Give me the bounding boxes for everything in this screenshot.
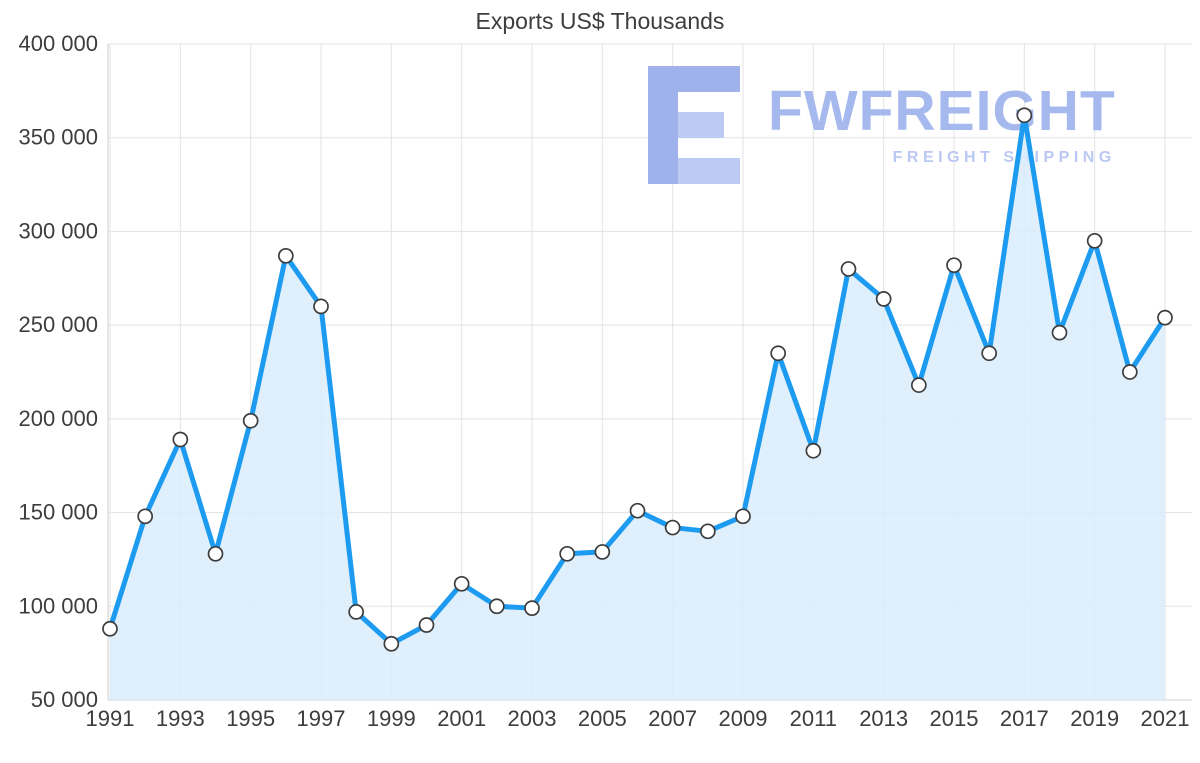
data-point-marker [207,545,224,562]
data-point-marker [1051,324,1068,341]
y-tick-label: 100 000 [18,593,98,618]
data-point-marker [699,523,716,540]
x-tick-label: 1995 [226,706,275,731]
x-tick-label: 1999 [367,706,416,731]
data-point-marker [348,604,365,620]
data-point-marker [981,345,998,362]
x-tick-label: 2005 [578,706,627,731]
data-point-marker [1016,107,1033,124]
x-tick-label: 2003 [508,706,557,731]
data-point-marker [1121,364,1138,380]
data-point-marker [805,442,822,459]
x-tick-label: 2021 [1141,706,1190,731]
watermark: FWFREIGHT FREIGHT SHIPPING [648,66,1116,184]
watermark-text: FWFREIGHT FREIGHT SHIPPING [768,83,1116,167]
y-tick-label: 150 000 [18,500,98,525]
data-point-marker [735,508,751,525]
x-tick-label: 1993 [156,706,205,731]
data-point-marker [875,291,892,307]
x-tick-label: 2001 [437,706,486,731]
data-point-marker [594,544,611,560]
data-point-marker [102,620,118,637]
y-tick-label: 250 000 [18,312,98,337]
data-point-marker [383,635,400,652]
data-point-marker [559,545,576,562]
y-tick-label: 300 000 [18,218,98,243]
x-tick-label: 2017 [1000,706,1049,731]
y-tick-label: 200 000 [18,406,98,431]
y-tick-label: 350 000 [18,125,98,150]
data-point-marker [277,247,294,264]
watermark-tagline: FREIGHT SHIPPING [892,149,1116,166]
data-point-marker [946,257,962,274]
data-point-marker [313,298,329,315]
data-point-marker [453,575,470,592]
x-tick-label: 1991 [86,706,135,731]
data-point-marker [418,617,435,633]
watermark-brand: FWFREIGHT [768,79,1116,143]
data-point-marker [488,598,505,615]
data-point-marker [172,431,189,448]
x-tick-label: 2009 [719,706,768,731]
x-tick-label: 2019 [1070,706,1119,731]
data-point-marker [840,261,857,277]
y-tick-label: 400 000 [18,31,98,56]
x-tick-label: 2015 [930,706,979,731]
data-point-marker [137,508,154,525]
data-point-marker [770,345,787,362]
x-tick-label: 2013 [859,706,908,731]
x-tick-label: 2011 [790,706,837,731]
data-point-marker [1157,309,1173,326]
data-point-marker [664,519,681,536]
data-point-marker [524,600,540,617]
x-tick-label: 2007 [648,706,697,731]
area-fill [110,115,1165,701]
y-tick-label: 50 000 [31,687,98,712]
x-tick-label: 1997 [297,706,346,731]
data-point-marker [242,412,259,429]
fwfreight-logo-icon [648,66,740,184]
data-point-marker [910,377,927,393]
data-point-marker [629,502,646,519]
data-point-marker [1086,232,1103,249]
